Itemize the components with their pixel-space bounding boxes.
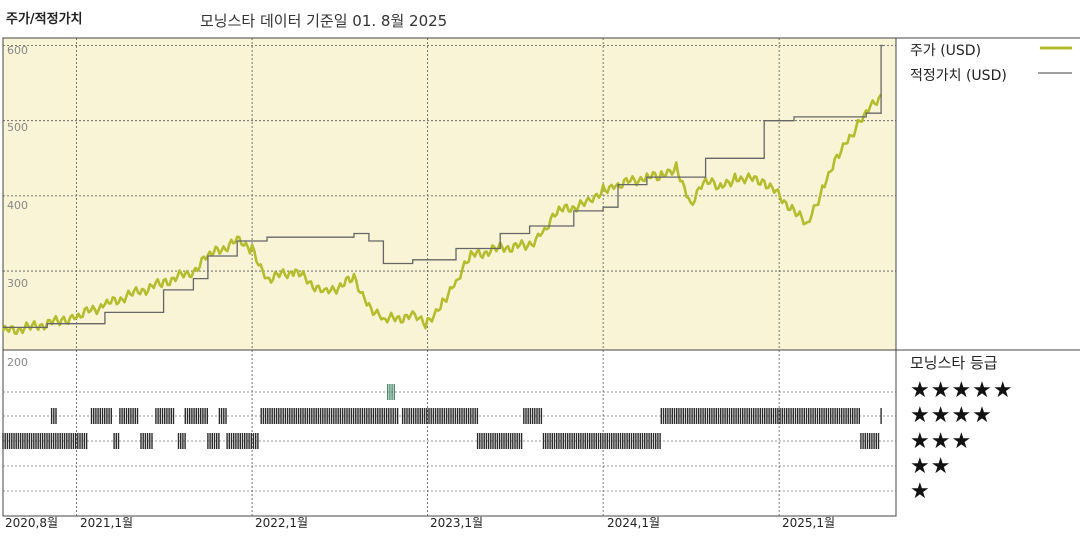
- star-row-4: ★★★★: [910, 403, 993, 428]
- x-tick-2020-8: 2020,8월: [5, 516, 59, 530]
- x-tick-2021-1: 2021,1월: [80, 516, 134, 530]
- y-tick-300: 300: [7, 277, 28, 290]
- y-tick-600: 600: [7, 44, 28, 57]
- x-tick-2025-1: 2025,1월: [782, 516, 836, 530]
- x-tick-2023-1: 2023,1월: [430, 516, 484, 530]
- data-date-caption: 모닝스타 데이터 기준일 01. 8월 2025: [200, 12, 448, 30]
- x-tick-2022-1: 2022,1월: [255, 516, 309, 530]
- star-row-5: ★★★★★: [910, 378, 1014, 403]
- chart-title: 주가/적정가치: [6, 12, 83, 27]
- price-line: [1, 93, 883, 335]
- y-tick-200: 200: [7, 356, 28, 369]
- legend-fair-label: 적정가치 (USD): [910, 68, 1007, 84]
- star-row-2: ★★: [910, 454, 952, 479]
- y-tick-500: 500: [7, 121, 28, 134]
- rating-bars: [2, 384, 882, 449]
- price-panel-background: [2, 37, 897, 351]
- legend-price-label: 주가 (USD): [910, 43, 982, 59]
- fair-value-line: [3, 44, 883, 329]
- chart-series-lines: [1, 44, 883, 335]
- star-row-3: ★★★: [910, 429, 973, 454]
- star-row-1: ★: [910, 479, 931, 504]
- y-tick-400: 400: [7, 199, 28, 212]
- rating-title: 모닝스타 등급: [910, 354, 998, 372]
- x-tick-2024-1: 2024,1월: [607, 516, 661, 530]
